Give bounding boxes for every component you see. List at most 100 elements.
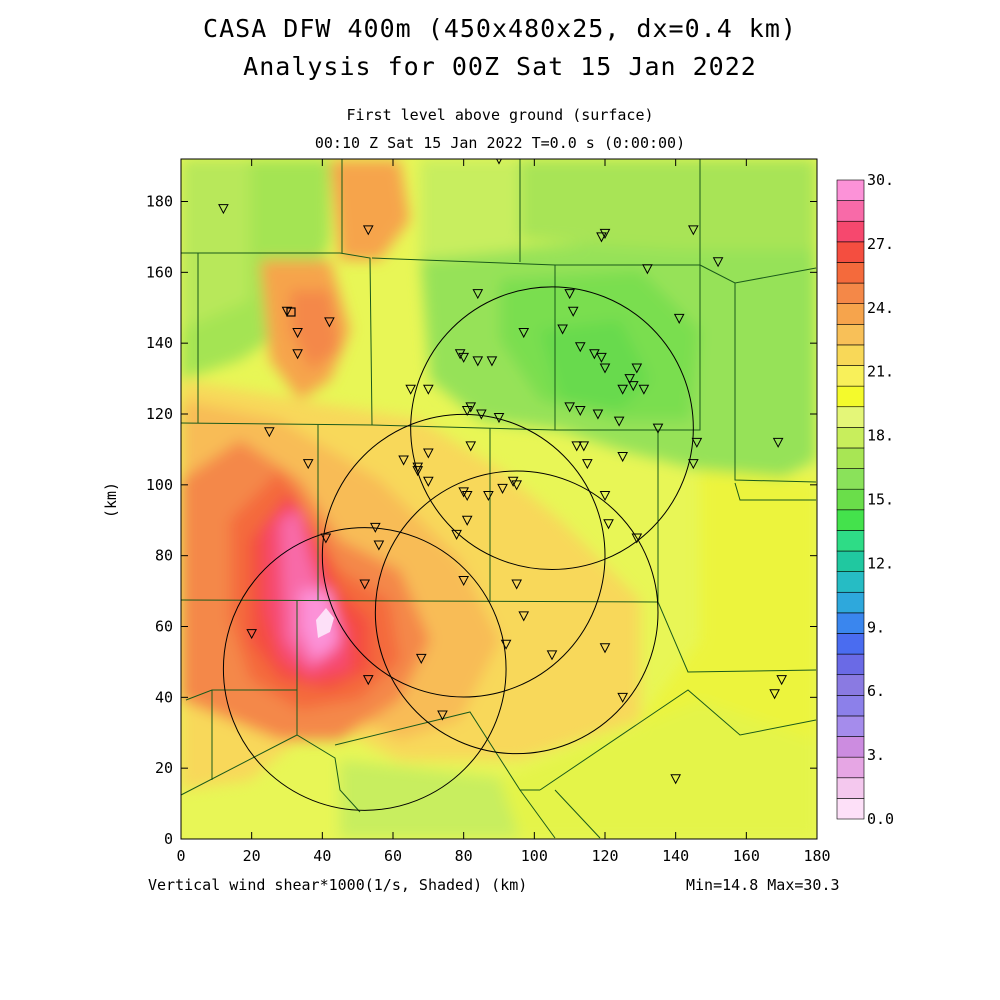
- station-marker: [423, 384, 434, 395]
- colorbar-segment: [836, 468, 865, 490]
- colorbar-segment: [836, 777, 865, 799]
- colorbar-segment: [836, 385, 865, 408]
- colorbar-label: 0.0: [867, 810, 894, 828]
- station-marker: [472, 289, 484, 300]
- colorbar-segment: [836, 591, 865, 614]
- station-marker: [511, 579, 522, 590]
- station-marker: [507, 476, 519, 487]
- station-marker: [596, 352, 607, 363]
- station-marker: [465, 402, 477, 413]
- station-marker: [596, 232, 607, 243]
- y-tick-label: 80: [155, 547, 173, 565]
- colorbar-segment: [836, 798, 865, 820]
- station-marker: [688, 225, 699, 236]
- colorbar-segment: [836, 612, 865, 634]
- colorbar: 0.0 3. 6. 9. 12. 15. 18. 21. 24. 27. 30.: [836, 171, 894, 828]
- station-marker: [423, 476, 434, 487]
- station-marker: [617, 692, 628, 703]
- x-tick-label: 160: [733, 847, 760, 865]
- station-marker: [617, 452, 628, 463]
- level-label: First level above ground (surface): [346, 106, 654, 124]
- x-tick-label: 180: [803, 847, 830, 865]
- station-marker: [624, 374, 636, 385]
- station-marker: [772, 437, 784, 448]
- colorbar-segment: [836, 200, 865, 222]
- station-marker: [412, 462, 424, 473]
- x-tick-label: 120: [591, 847, 618, 865]
- time-label: 00:10 Z Sat 15 Jan 2022 T=0.0 s (0:00:00…: [314, 134, 686, 152]
- radar-range-ring: [410, 286, 694, 570]
- station-marker: [362, 675, 374, 686]
- station-marker: [589, 349, 600, 360]
- colorbar-segment: [836, 303, 865, 325]
- station-marker: [574, 342, 586, 353]
- shaded-field: [181, 159, 817, 839]
- colorbar-segment: [836, 488, 865, 511]
- radar-range-ring: [321, 413, 606, 698]
- station-marker: [292, 349, 303, 360]
- station-marker: [324, 317, 335, 328]
- colorbar-label: 27.: [867, 235, 894, 253]
- station-marker: [617, 384, 628, 395]
- square-station-marker: [286, 307, 296, 317]
- chart-subtitle: Analysis for 00Z Sat 15 Jan 2022: [243, 52, 757, 81]
- station-marker: [578, 441, 590, 452]
- station-marker: [458, 487, 469, 498]
- colorbar-segment: [836, 736, 865, 758]
- station-marker: [415, 653, 427, 664]
- colorbar-label: 18.: [867, 427, 894, 445]
- station-marker: [461, 405, 473, 417]
- colorbar-segment: [836, 633, 865, 655]
- station-marker: [454, 349, 466, 360]
- station-marker: [292, 328, 303, 339]
- station-marker: [564, 402, 575, 413]
- station-marker: [613, 416, 625, 427]
- radar-range-ring: [222, 527, 507, 811]
- station-marker: [500, 639, 512, 650]
- colorbar-segment: [836, 550, 865, 572]
- station-marker: [281, 306, 293, 317]
- station-marker: [769, 689, 780, 700]
- colorbar-segment: [836, 179, 865, 201]
- x-axis: 0 20 40 60 80 100 120 140 160 180: [176, 159, 831, 865]
- x-tick-label: 40: [313, 847, 331, 865]
- station-marker: [486, 356, 498, 367]
- colorbar-label: 3.: [867, 746, 885, 764]
- station-marker: [511, 480, 522, 491]
- station-marker: [412, 466, 424, 477]
- x-tick-label: 60: [384, 847, 402, 865]
- colorbar-label: 12.: [867, 554, 894, 572]
- station-marker: [627, 381, 639, 392]
- station-marker: [373, 540, 385, 551]
- station-marker: [599, 363, 611, 374]
- y-tick-label: 100: [146, 476, 173, 494]
- colorbar-label: 24.: [867, 299, 894, 317]
- station-marker: [567, 306, 579, 317]
- station-marker: [465, 441, 477, 452]
- colorbar-segment: [836, 756, 865, 779]
- y-axis-label: (km): [102, 482, 120, 518]
- station-marker: [638, 384, 650, 395]
- station-marker: [557, 324, 568, 335]
- colorbar-label: 9.: [867, 618, 885, 636]
- station-marker: [592, 409, 604, 420]
- colorbar-segment: [836, 220, 865, 243]
- station-marker: [599, 228, 611, 239]
- y-tick-label: 120: [146, 405, 173, 423]
- station-marker: [599, 643, 611, 654]
- colorbar-segment: [836, 262, 865, 284]
- x-tick-label: 0: [176, 847, 185, 865]
- y-tick-label: 20: [155, 759, 173, 777]
- colorbar-segment: [836, 695, 865, 717]
- x-tick-label: 140: [662, 847, 689, 865]
- station-marker: [359, 579, 371, 590]
- station-marker: [451, 529, 462, 540]
- x-tick-label: 80: [455, 847, 473, 865]
- colorbar-segment: [836, 447, 865, 469]
- station-marker: [546, 650, 558, 661]
- station-marker: [302, 459, 314, 470]
- plot-frame: [180, 158, 818, 840]
- station-marker: [493, 413, 505, 424]
- colorbar-segment: [836, 282, 865, 304]
- station-marker: [472, 356, 484, 367]
